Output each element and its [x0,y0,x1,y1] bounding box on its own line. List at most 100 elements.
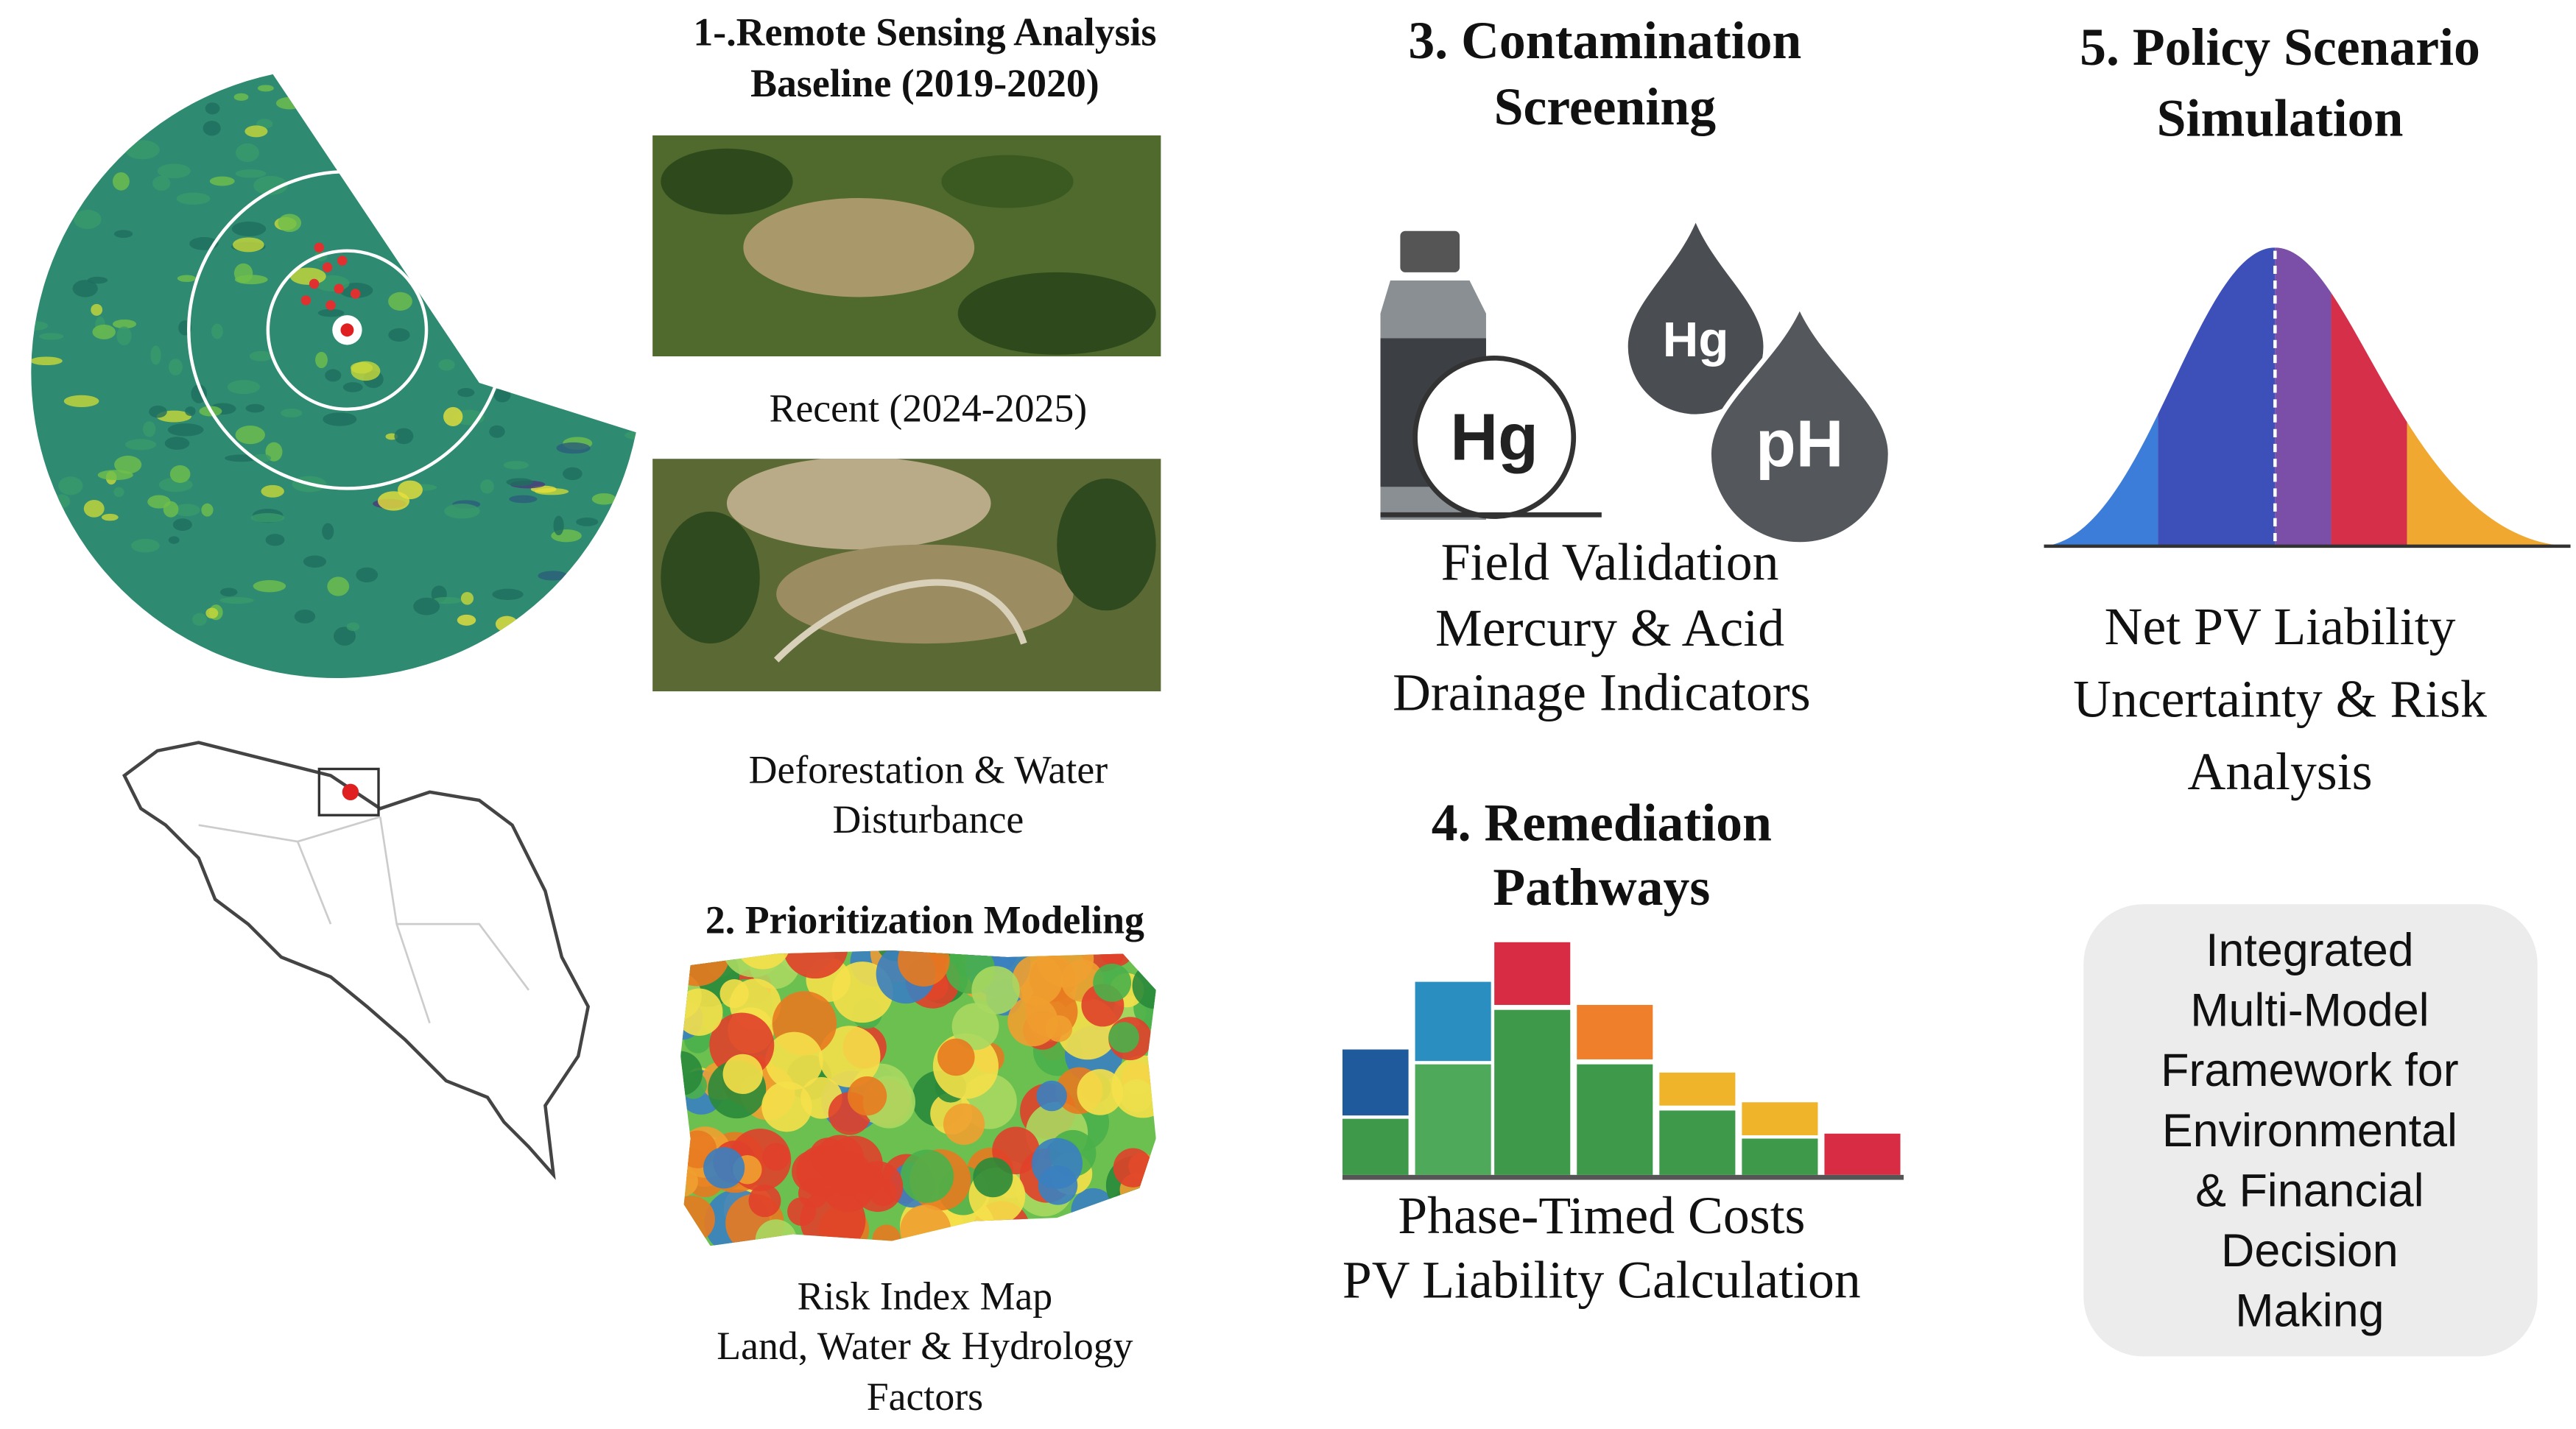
framework-box [2083,904,2538,1357]
terrain-texture [105,36,115,49]
section-title: 4. Remediation [1432,794,1772,853]
terrain-texture [205,102,220,115]
risk-cell [898,950,950,987]
terrain-texture [560,278,589,296]
terrain-texture [527,140,559,148]
risk-index-map [680,950,1156,1246]
terrain-texture [108,123,130,142]
caption: Mercury & Acid [1435,599,1784,657]
risk-cell [815,1135,865,1184]
terrain-texture [600,226,625,242]
terrain-texture [563,467,583,481]
terrain-texture [56,183,80,197]
terrain-texture [334,627,356,646]
box-text: Making [2235,1285,2384,1337]
terrain-texture [235,169,267,178]
terrain-texture [615,515,632,526]
caption: Factors [867,1375,983,1419]
terrain-texture [572,373,587,387]
terrain-texture [584,129,608,142]
risk-cell [765,1031,823,1090]
risk-cell [971,966,1020,1015]
terrain-texture [483,153,513,168]
terrain-texture [167,423,204,437]
caption: Net PV Liability [2105,597,2456,656]
terrain-texture [599,210,627,227]
terrain-texture [324,61,347,68]
terrain-texture [96,135,132,152]
terrain-texture [233,93,249,101]
terrain-texture [489,425,505,438]
terrain-texture [526,93,538,108]
box-text: & Financial [2195,1165,2424,1216]
terrain-texture [172,518,192,532]
terrain-texture [209,176,235,186]
terrain-texture [340,47,355,63]
terrain-texture [524,334,557,344]
terrain-texture [624,431,636,440]
terrain-texture [457,388,475,398]
terrain-texture [603,83,616,92]
terrain-texture [315,351,328,369]
terrain-texture [31,216,51,236]
terrain-texture [83,500,105,518]
section-title: 5. Policy Scenario [2080,18,2480,77]
risk-cell [1111,1055,1156,1118]
terrain-texture [618,27,644,46]
risk-cell [680,1196,715,1243]
terrain-texture [290,74,315,87]
terrain-texture [503,461,529,470]
terrain-texture [82,35,113,51]
risk-cell [1093,963,1132,1002]
risk-cell [937,1038,975,1076]
terrain-texture [31,356,63,366]
terrain-texture [219,588,238,597]
terrain-texture [201,503,214,517]
box-text: Multi-Model [2190,985,2429,1037]
terrain-texture [293,33,314,50]
terrain-texture [58,476,83,495]
terrain-texture [591,493,616,505]
risk-cell [852,1161,904,1213]
terrain-texture [507,34,528,51]
terrain-texture [605,225,629,238]
section-title: Simulation [2157,89,2404,148]
terrain-texture [373,141,389,151]
terrain-texture [600,121,616,129]
terrain-texture [192,27,221,38]
section-title: 3. Contamination [1408,11,1801,70]
terrain-texture [590,340,621,351]
risk-cell [722,1054,763,1094]
terrain-texture [579,101,607,109]
terrain-texture [99,97,132,115]
risk-cell [1077,1069,1124,1115]
risk-cell [818,1026,881,1087]
terrain-texture [233,237,264,253]
terrain-texture [325,369,342,382]
terrain-texture [495,615,518,632]
terrain-texture [69,110,105,128]
terrain-texture [579,356,606,375]
terrain-texture [459,267,489,283]
terrain-texture [611,33,636,43]
risk-cell [1036,1080,1067,1112]
terrain-texture [580,353,597,368]
terrain-texture [236,143,259,162]
terrain-texture [265,534,285,546]
terrain-texture [138,60,152,68]
terrain-texture [211,74,232,80]
icon-label: Hg [1663,312,1729,367]
risk-cell [943,1103,985,1146]
terrain-texture [560,314,587,327]
risk-cell [755,1219,797,1246]
risk-cell [680,988,723,1036]
cost-bars-icon [1342,942,1904,1180]
caption: PV Liability Calculation [1342,1250,1861,1309]
terrain-texture [576,518,599,526]
terrain-texture [604,87,636,107]
contamination-icons [1380,222,1893,548]
terrain-texture [626,284,636,303]
terrain-texture [438,359,455,371]
terrain-texture [553,515,564,536]
risk-cell [1119,1188,1156,1224]
